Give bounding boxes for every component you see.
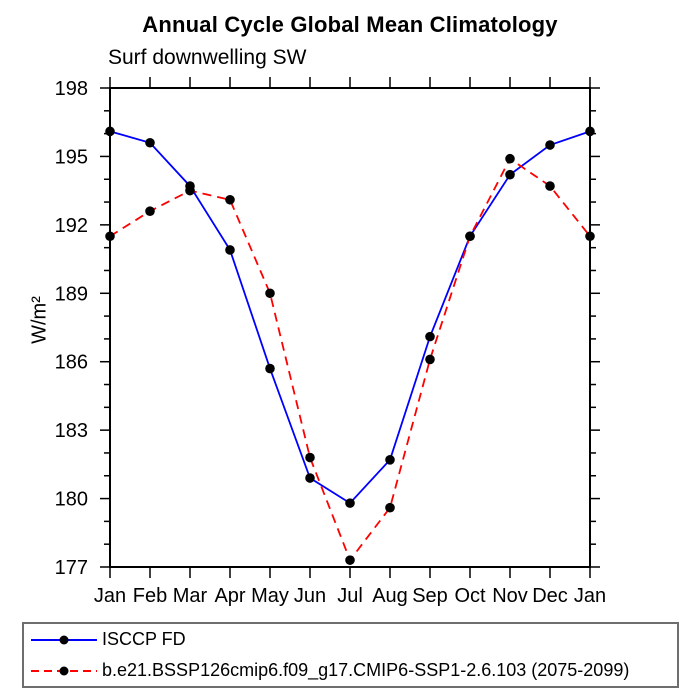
y-tick-label: 183: [55, 420, 88, 442]
x-tick-label: Jan: [574, 585, 606, 607]
data-point-marker: [425, 354, 435, 365]
x-tick-label: Jan: [94, 585, 126, 607]
legend-box: ISCCP FD b.e21.BSSP126cmip6.f09_g17.CMIP…: [22, 622, 679, 688]
data-point-marker: [105, 231, 115, 242]
x-tick-label: Mar: [173, 585, 208, 607]
data-point-marker: [425, 331, 435, 342]
data-point-marker: [585, 231, 595, 242]
legend-marker-dot-icon: [59, 635, 69, 644]
plot-frame: [109, 87, 591, 568]
data-point-marker: [345, 498, 355, 508]
y-tick-label: 198: [55, 78, 88, 100]
x-tick-label: Jul: [337, 585, 363, 607]
data-point-marker: [545, 181, 555, 191]
x-tick-label: May: [251, 585, 289, 607]
data-point-marker: [545, 140, 555, 150]
series-line-isccp-fd: [109, 130, 591, 505]
data-point-marker: [345, 555, 355, 565]
y-tick-label: 192: [55, 215, 88, 237]
data-point-marker: [385, 502, 395, 513]
data-point-marker: [305, 473, 315, 483]
x-tick-label: Jun: [294, 585, 326, 607]
legend-label-model-run: b.e21.BSSP126cmip6.f09_g17.CMIP6-SSP1-2.…: [102, 660, 630, 680]
data-point-marker: [225, 194, 235, 205]
legend-line-sample-solid: [31, 635, 97, 644]
y-tick-label: 195: [55, 146, 88, 168]
data-point-marker: [185, 185, 195, 196]
x-tick-label: Oct: [454, 585, 486, 607]
legend-marker-dot-icon: [59, 666, 69, 675]
data-point-marker: [265, 288, 275, 299]
x-tick-label: Nov: [492, 585, 528, 607]
y-tick-label: 186: [55, 352, 88, 374]
y-tick-label: 177: [55, 557, 88, 579]
data-point-marker: [145, 137, 155, 148]
data-point-marker: [305, 452, 315, 463]
x-tick-label: Aug: [372, 585, 408, 607]
data-point-marker: [465, 231, 475, 242]
chart-subtitle: Surf downwelling SW: [108, 46, 307, 69]
legend-item-model-run: b.e21.BSSP126cmip6.f09_g17.CMIP6-SSP1-2.…: [24, 656, 677, 686]
legend-label-isccp-fd: ISCCP FD: [102, 629, 186, 649]
x-tick-label: Apr: [214, 585, 245, 607]
x-tick-label: Feb: [133, 585, 167, 607]
data-point-marker: [585, 126, 595, 137]
data-point-marker: [385, 454, 395, 465]
data-point-marker: [225, 245, 235, 255]
data-point-marker: [105, 126, 115, 137]
y-tick-label: 180: [55, 489, 88, 511]
data-point-marker: [505, 153, 515, 164]
data-point-marker: [145, 206, 155, 216]
y-tick-label: 189: [55, 283, 88, 305]
data-point-marker: [505, 169, 515, 180]
legend-item-isccp-fd: ISCCP FD: [24, 625, 677, 655]
chart-title: Annual Cycle Global Mean Climatology: [142, 12, 558, 37]
x-tick-label: Sep: [412, 585, 448, 607]
data-point-marker: [265, 363, 275, 374]
legend-line-sample-dashed: [31, 666, 97, 675]
x-tick-label: Dec: [532, 585, 568, 607]
